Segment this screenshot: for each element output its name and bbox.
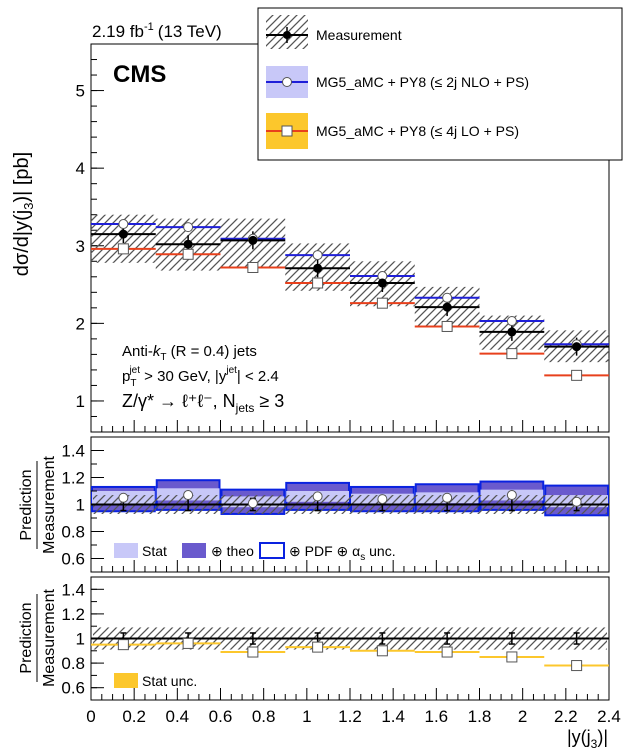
x-tick-label: 0.4 [166, 707, 190, 726]
nlo-ratio-marker [312, 491, 323, 502]
lo-ratio-marker [182, 637, 194, 649]
lo-marker [247, 261, 259, 273]
main-y-tick-label: 4 [76, 159, 85, 178]
legend-stat-unc-label: Stat unc. [142, 673, 197, 689]
jet-selection-label: pTjet > 30 GeV, |yjet| < 2.4 [122, 365, 279, 389]
lo-ratio-marker [376, 645, 388, 657]
legend-pdf-swatch [259, 542, 285, 559]
measurement-marker [377, 278, 387, 288]
ratio-nlo-legend: Stat ⊕ theo ⊕ PDF ⊕ αs unc. [114, 542, 396, 563]
lo-marker [441, 320, 453, 332]
legend-lo-label: MG5_aMC + PY8 (≤ 4j LO + PS) [316, 123, 519, 139]
x-tick-label: 1.4 [381, 707, 405, 726]
nlo-marker [442, 292, 453, 303]
lo-ratio-marker [571, 660, 583, 672]
x-tick-label: 1.6 [425, 707, 449, 726]
main-y-tick-label: 3 [76, 237, 85, 256]
nlo-ratio-marker [183, 490, 194, 501]
main-y-tick-label: 5 [76, 82, 85, 101]
luminosity-label: 2.19 fb-1 (13 TeV) [92, 21, 222, 41]
legend-stat-swatch [114, 543, 138, 558]
measurement-marker [442, 302, 452, 312]
main-panel: 1 2 3 4 5 [76, 43, 610, 433]
lo-ratio-marker [312, 641, 324, 653]
lo-marker [117, 243, 129, 255]
legend-nlo-label: MG5_aMC + PY8 (≤ 2j NLO + PS) [316, 74, 529, 90]
ratio-nlo-ylabel: Prediction Measurement [18, 456, 58, 554]
ratio-lo-y-tick-label: 0.8 [61, 654, 85, 673]
ratio-lo-panel: 0.6 0.8 1 1.2 1.4 0 0.2 0.4 0.6 0.8 1 1.2 1.4 1.6 1.8 2… [61, 576, 621, 726]
main-y-tick-label: 1 [76, 392, 85, 411]
ratio-nlo-panel: 0.6 0.8 1 1.2 1.4 [61, 436, 610, 573]
svg-text:Measurement: Measurement [41, 456, 58, 554]
nlo-ratio-marker [506, 490, 517, 501]
ratio-nlo-y-tick-label: 0.6 [61, 550, 85, 569]
cms-label: CMS [113, 61, 166, 88]
x-tick-label: 1 [302, 707, 311, 726]
lo-ratio-marker [506, 651, 518, 663]
lo-marker [506, 348, 518, 360]
svg-text:Prediction: Prediction [18, 602, 35, 673]
jet-algo-label: Anti-kT (R = 0.4) jets [122, 343, 257, 363]
legend-pdf-label: ⊕ PDF ⊕ αs unc. [289, 543, 396, 563]
nlo-ratio-marker [571, 496, 582, 507]
nlo-marker [118, 219, 129, 230]
nlo-ratio-marker [377, 494, 388, 505]
ratio-nlo-y-tick-label: 1 [76, 496, 85, 515]
svg-text:Prediction: Prediction [18, 469, 35, 540]
legend-stat-unc-swatch [114, 673, 138, 688]
x-tick-label: 0.8 [252, 707, 276, 726]
x-tick-label: 2 [518, 707, 527, 726]
lo-ratio-marker [441, 646, 453, 658]
x-tick-label: 1.2 [338, 707, 362, 726]
ratio-lo-legend: Stat unc. [114, 673, 197, 689]
x-axis-title: |y(j3)| [567, 727, 608, 751]
nlo-ratio-marker [247, 498, 258, 509]
x-tick-label: 2.4 [597, 707, 621, 726]
ratio-lo-y-tick-label: 1 [76, 630, 85, 649]
nlo-ratio-marker [118, 492, 129, 503]
measurement-marker [572, 342, 582, 352]
measurement-marker [313, 263, 323, 273]
lo-marker [312, 277, 324, 289]
measurement-marker [183, 239, 193, 249]
legend-theo-swatch [182, 543, 206, 558]
legend-stat-label: Stat [142, 543, 167, 559]
legend-measurement-label: Measurement [316, 27, 402, 43]
legend-theo-label: ⊕ theo [211, 543, 254, 559]
ratio-lo-y-tick-label: 1.2 [61, 605, 85, 624]
nlo-marker [506, 316, 517, 327]
measurement-marker [248, 235, 258, 245]
x-tick-label: 0.6 [209, 707, 233, 726]
main-legend: Measurement MG5_aMC + PY8 (≤ 2j NLO + PS… [257, 7, 623, 161]
x-tick-label: 0 [86, 707, 95, 726]
lo-marker [376, 297, 388, 309]
ratio-nlo-y-tick-label: 1.4 [61, 442, 85, 461]
ratio-nlo-y-tick-label: 1.2 [61, 469, 85, 488]
x-tick-label: 2.2 [554, 707, 578, 726]
nlo-marker [312, 250, 323, 261]
ratio-lo-ylabel: Prediction Measurement [18, 589, 58, 687]
ratio-lo-y-tick-label: 0.6 [61, 679, 85, 698]
lo-marker [182, 248, 194, 260]
main-y-tick-label: 2 [76, 314, 85, 333]
lo-marker [571, 369, 583, 381]
svg-text:Measurement: Measurement [41, 589, 58, 687]
x-tick-label: 1.8 [468, 707, 492, 726]
lo-ratio-marker [117, 639, 129, 651]
x-tick-label: 0.2 [122, 707, 146, 726]
ratio-nlo-y-tick-label: 0.8 [61, 523, 85, 542]
measurement-marker [118, 229, 128, 239]
measurement-marker [507, 327, 517, 337]
lo-ratio-marker [247, 646, 259, 658]
nlo-marker [183, 222, 194, 233]
nlo-ratio-marker [442, 492, 453, 503]
main-ylabel: dσ/d|y(j3)| [pb] [11, 152, 36, 276]
process-label: Z/γ* → ℓ⁺ℓ⁻, Njets ≥ 3 [122, 391, 284, 415]
ratio-lo-y-tick-label: 1.4 [61, 580, 85, 599]
